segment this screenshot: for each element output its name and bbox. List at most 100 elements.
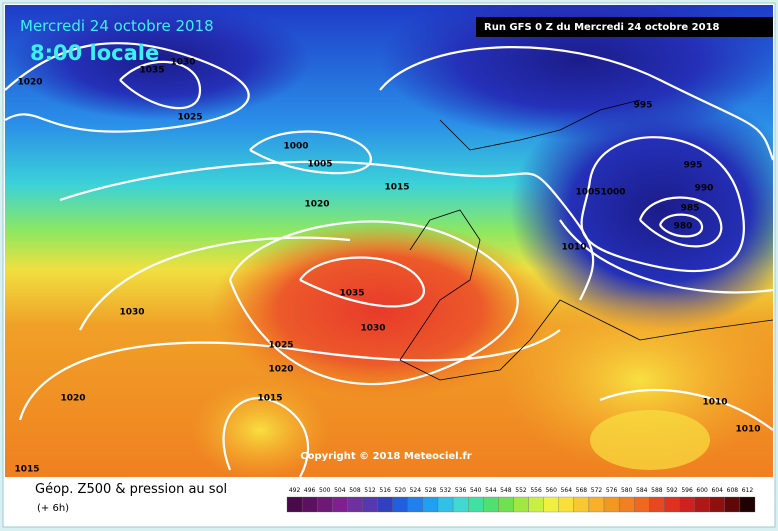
time: 8:00 locale (30, 41, 159, 65)
isobar-label: 1015 (384, 183, 409, 193)
scale-swatch (603, 496, 620, 513)
scale-swatch (528, 496, 544, 513)
scale-label: 560 (545, 487, 557, 494)
scale-swatch (573, 496, 590, 513)
scale-swatch (422, 496, 439, 513)
scale-swatch (332, 496, 348, 513)
scale-swatch (679, 496, 695, 513)
scale-swatch (694, 496, 710, 513)
scale-swatch (618, 496, 635, 513)
scale-label: 536 (455, 487, 467, 494)
isobar-label: 980 (674, 222, 693, 232)
isobar-label: 1000 (600, 188, 625, 198)
scale-label: 496 (304, 487, 316, 494)
scale-swatch (558, 496, 574, 513)
isobar-label: 1035 (339, 289, 364, 299)
isobar-label: 1020 (304, 200, 329, 210)
scale-swatch (664, 496, 680, 513)
scale-label: 532 (440, 487, 452, 494)
scale-swatch (724, 496, 741, 513)
isobar-label: 1020 (17, 78, 42, 88)
scale-swatch (407, 496, 424, 513)
run-banner (476, 17, 773, 37)
scale-swatch (347, 496, 363, 513)
scale-swatch (709, 496, 725, 513)
scale-label: 572 (591, 487, 603, 494)
scale-label: 588 (651, 487, 663, 494)
scale-label: 492 (289, 487, 301, 494)
date: Mercredi 24 octobre 2018 (20, 17, 214, 35)
scale-label: 596 (681, 487, 693, 494)
scale-swatch (468, 496, 484, 513)
scale-swatch (362, 496, 378, 513)
scale-label: 600 (696, 487, 708, 494)
scale-label: 568 (576, 487, 588, 494)
scale-swatch (452, 496, 469, 513)
scale-swatch (513, 496, 529, 513)
isobar-label: 1035 (139, 66, 164, 76)
isobar-label: 1010 (561, 243, 586, 253)
scale-swatch (739, 496, 756, 513)
isobar-label: 1015 (14, 465, 39, 475)
isobar-label: 1000 (283, 142, 308, 152)
scale-label: 516 (379, 487, 391, 494)
scale-label: 592 (666, 487, 678, 494)
scale-swatch (392, 496, 408, 513)
isobar-label: 1005 (307, 160, 332, 170)
scale-swatch (498, 496, 514, 513)
scale-label: 584 (636, 487, 648, 494)
scale-label: 500 (319, 487, 331, 494)
isobar-label: 1020 (268, 365, 293, 375)
scale-swatch (634, 496, 650, 513)
scale-label: 580 (621, 487, 633, 494)
legend-subtitle: (+ 6h) (37, 503, 69, 514)
scale-swatch (649, 496, 665, 513)
color-scale: 492 496 500 504 508 512 516 520 524 528 532 536 540 5… (286, 487, 756, 513)
isobar-label: 985 (681, 204, 700, 214)
scale-label: 508 (349, 487, 361, 494)
scale-label: 520 (394, 487, 406, 494)
scale-swatch (437, 496, 454, 513)
scale-label: 528 (425, 487, 437, 494)
scale-swatch (543, 496, 559, 513)
scale-swatch (317, 496, 333, 513)
legend-title: Géop. Z500 & pression au sol (35, 482, 227, 497)
scale-label: 548 (500, 487, 512, 494)
isobar-label: 995 (684, 161, 703, 171)
isobar-label: 1030 (119, 308, 144, 318)
isobar-label: 1010 (735, 425, 760, 435)
scale-label: 552 (515, 487, 527, 494)
scale-label: 556 (530, 487, 542, 494)
isobar-label: 1020 (60, 394, 85, 404)
isobar-label: 1015 (257, 394, 282, 404)
scale-label: 512 (364, 487, 376, 494)
scale-swatch (301, 496, 318, 513)
scale-label: 604 (712, 487, 724, 494)
scale-swatch (588, 496, 605, 513)
isobar-label: 990 (695, 184, 714, 194)
isobar-labels: 1020103510301025100010051015102099599599… (14, 58, 760, 475)
scale-label: 576 (606, 487, 618, 494)
scale-label: 540 (470, 487, 482, 494)
scale-swatch (377, 496, 393, 513)
isobar-label: 1025 (268, 341, 293, 351)
scale-label: 544 (485, 487, 497, 494)
scale-label: 504 (334, 487, 346, 494)
isobar-label: 1010 (702, 398, 727, 408)
isobar-label: 1025 (177, 113, 202, 123)
isobar-label: 1005 (575, 188, 600, 198)
map (5, 5, 773, 477)
scale-label: 564 (561, 487, 573, 494)
isobar-label: 1030 (360, 324, 385, 334)
scale-label: 612 (742, 487, 754, 494)
run-info: Run GFS 0 Z du Mercredi 24 octobre 2018 (484, 22, 720, 33)
scale-swatch (286, 496, 303, 513)
scale-swatch (483, 496, 499, 513)
isobar-label: 1030 (170, 58, 195, 68)
copyright: Copyright © 2018 Meteociel.fr (300, 451, 471, 462)
isobar-label: 995 (634, 101, 653, 111)
scale-label: 524 (410, 487, 422, 494)
scale-label: 608 (727, 487, 739, 494)
